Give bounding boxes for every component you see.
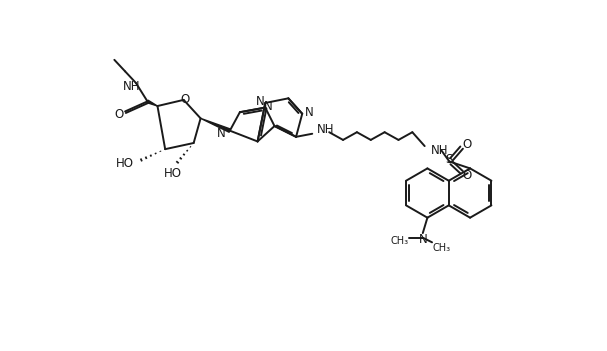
Text: O: O	[114, 108, 124, 121]
Text: N: N	[418, 233, 427, 246]
Text: N: N	[305, 106, 314, 119]
Text: N: N	[217, 127, 225, 140]
Text: S: S	[446, 153, 453, 166]
Text: O: O	[463, 138, 472, 151]
Text: O: O	[463, 169, 472, 182]
Text: CH₃: CH₃	[391, 236, 409, 246]
Text: HO: HO	[164, 166, 182, 179]
Polygon shape	[200, 118, 231, 132]
Text: N: N	[264, 100, 273, 113]
Polygon shape	[147, 100, 157, 106]
Text: NH: NH	[123, 80, 141, 93]
Text: N: N	[256, 95, 265, 108]
Text: HO: HO	[117, 157, 134, 170]
Text: CH₃: CH₃	[432, 244, 450, 253]
Text: NH: NH	[317, 124, 334, 137]
Text: NH: NH	[431, 144, 449, 157]
Text: O: O	[180, 93, 190, 106]
